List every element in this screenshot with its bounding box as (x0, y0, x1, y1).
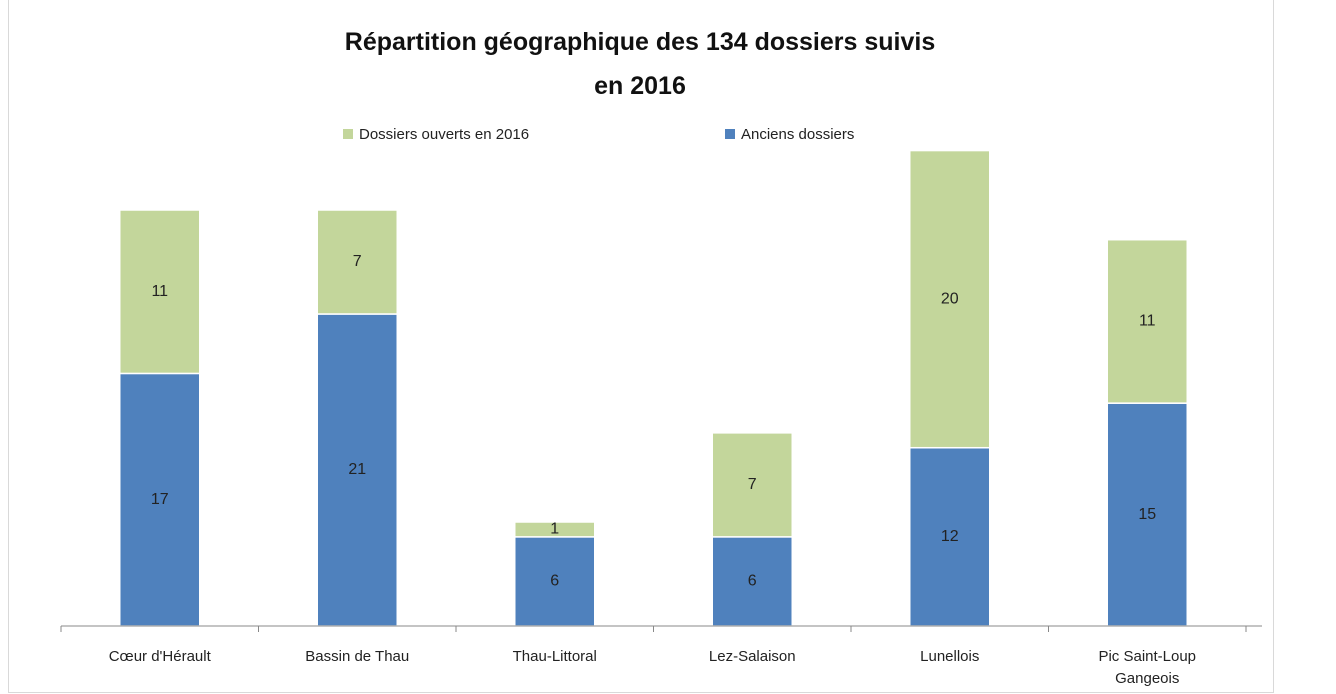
x-tick-label: Lunellois (920, 648, 980, 665)
bar-segment (711, 536, 793, 627)
bar-segment (711, 432, 793, 538)
chart-title: en 2016 (594, 72, 686, 100)
bar-segment (316, 209, 398, 315)
bar-segment (1106, 402, 1188, 627)
data-label: 20 (941, 290, 959, 307)
bar-segment (909, 149, 991, 449)
data-label: 7 (748, 476, 757, 493)
legend-swatch (725, 129, 735, 139)
bar-segment (316, 313, 398, 627)
chart-frame (8, 0, 1274, 693)
data-label: 12 (941, 528, 959, 545)
data-label: 21 (348, 461, 366, 478)
data-label: 17 (151, 491, 169, 508)
data-label: 6 (748, 573, 757, 590)
bar-segment (909, 446, 991, 627)
legend-label: Dossiers ouverts en 2016 (359, 126, 529, 143)
bar-segment (514, 536, 596, 627)
bar-segment (119, 209, 201, 375)
legend-label: Anciens dossiers (741, 126, 854, 143)
legend-swatch (343, 129, 353, 139)
bar-segment (514, 521, 596, 538)
data-label: 11 (1139, 313, 1156, 330)
x-tick-label: Bassin de Thau (305, 648, 410, 665)
data-label: 11 (151, 283, 168, 300)
x-tick-label: Cœur d'Hérault (108, 648, 211, 665)
x-tick-label: Lez-Salaison (708, 648, 796, 665)
bar-segment (1106, 238, 1188, 404)
data-label: 6 (550, 573, 559, 590)
data-label: 15 (1138, 506, 1156, 523)
x-tick-label: Pic Saint-Loup Gangeois (1098, 648, 1197, 687)
x-tick-label: Thau-Littoral (512, 648, 597, 665)
data-label: 7 (353, 253, 362, 270)
chart-title: Répartition géographique des 134 dossier… (344, 28, 936, 56)
data-label: 1 (550, 521, 559, 538)
